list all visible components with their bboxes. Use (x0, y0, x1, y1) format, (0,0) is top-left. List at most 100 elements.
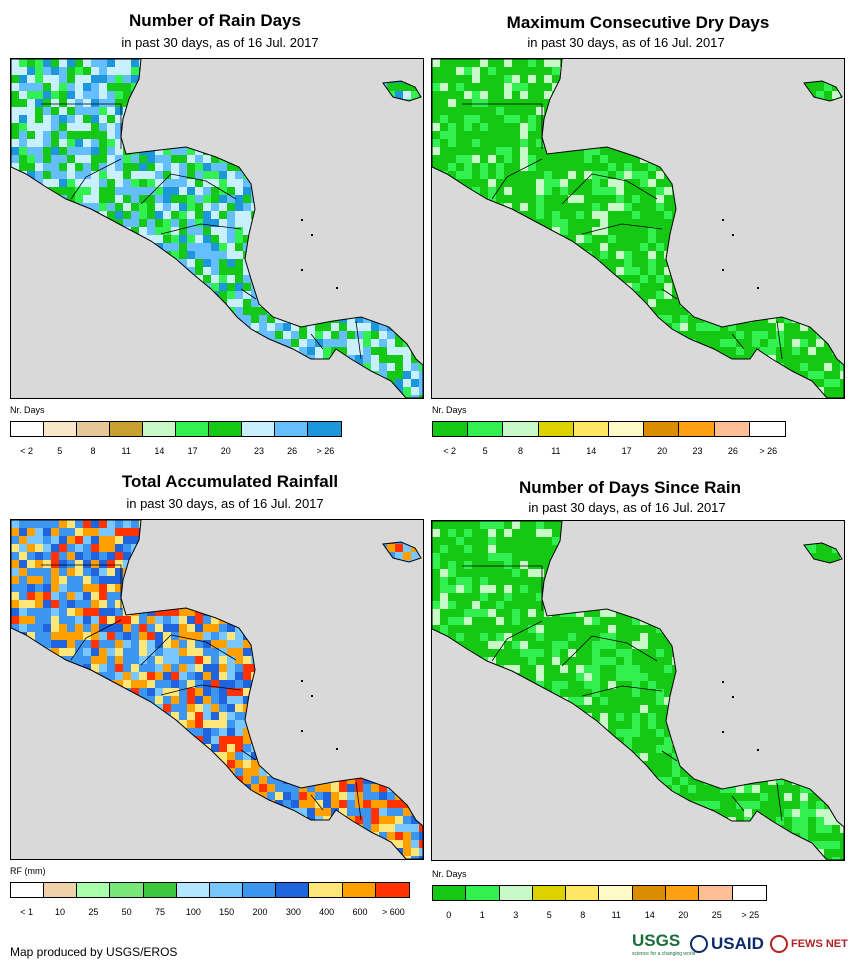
legend-label: 17 (187, 446, 198, 456)
coastline (432, 521, 844, 860)
coastline (432, 59, 844, 398)
coastline (803, 80, 843, 102)
island (301, 269, 303, 271)
coastline (11, 520, 423, 859)
island (311, 234, 313, 236)
legend-label: 17 (621, 446, 632, 456)
coastline (11, 59, 423, 398)
map-rain-days (10, 58, 424, 399)
island (722, 219, 724, 221)
legend-swatch (732, 886, 766, 900)
legend-label: < 2 (443, 446, 457, 456)
legend-3-title: RF (mm) (10, 866, 46, 876)
legend-label: 14 (154, 446, 165, 456)
legend-label: 11 (611, 910, 621, 920)
legend-4-labels: 0 1 3 5 8 11 14 20 25 > 25 (432, 910, 767, 922)
legend-label: 26 (287, 446, 298, 456)
legend-label: 5 (57, 446, 63, 456)
legend-1-labels: < 2 5 8 11 14 17 20 23 26 > 26 (10, 446, 342, 458)
panel-2-title: Maximum Consecutive Dry Days (506, 13, 770, 32)
country-borders (462, 565, 783, 822)
legend-label: 14 (644, 910, 655, 920)
legend-1-bar (10, 421, 342, 437)
legend-swatch (110, 883, 144, 897)
land-cells (432, 59, 844, 398)
legend-swatch (110, 422, 143, 436)
legend-label: 75 (154, 907, 166, 917)
legend-swatch (468, 422, 504, 436)
legend-2-labels: < 2 5 8 11 14 17 20 23 26 > 26 (432, 446, 786, 458)
legend-label: 5 (546, 910, 552, 920)
legend-swatch (714, 422, 750, 436)
legend-swatch (632, 886, 667, 900)
legend-label: 23 (253, 446, 265, 456)
island (757, 287, 759, 289)
legend-label: 200 (252, 907, 268, 917)
legend-swatch (209, 883, 244, 897)
legend-swatch (143, 883, 177, 897)
legend-swatch (599, 886, 633, 900)
legend-swatch (749, 422, 785, 436)
fews-net-logo: FEWS NET (770, 933, 848, 955)
usgs-logo-text: USGS science for a changing world (632, 931, 696, 957)
island (757, 749, 759, 751)
country-borders (462, 103, 783, 360)
coastline (803, 542, 843, 564)
legend-label: 300 (285, 907, 301, 917)
fews-net-seal-icon (770, 935, 788, 953)
land-cells (11, 520, 423, 859)
fews-net-logo-text: FEWS NET (791, 938, 848, 950)
legend-swatch (209, 422, 242, 436)
legend-label: 14 (586, 446, 597, 456)
panel-1-title: Number of Rain Days (129, 11, 301, 30)
island (722, 731, 724, 733)
legend-swatch (666, 886, 700, 900)
legend-label: 20 (678, 910, 689, 920)
legend-swatch (433, 422, 469, 436)
legend-swatch (11, 422, 44, 436)
map-total-rainfall (10, 519, 424, 860)
map-days-since-rain-canvas (432, 521, 844, 860)
island (722, 269, 724, 271)
island (336, 748, 338, 750)
map-total-rainfall-canvas (11, 520, 423, 859)
country-borders (41, 103, 362, 360)
island (732, 696, 734, 698)
legend-label: < 2 (20, 446, 33, 456)
legend-label: 8 (90, 446, 96, 456)
legend-1-title: Nr. Days (10, 405, 45, 415)
legend-swatch (644, 422, 680, 436)
legend-label: > 26 (759, 446, 778, 456)
legend-swatch (532, 886, 567, 900)
legend-swatch (44, 883, 78, 897)
usgs-logo: USGS science for a changing world (632, 931, 696, 957)
legend-swatch (679, 422, 715, 436)
legend-label: 0 (446, 910, 452, 920)
legend-swatch (503, 422, 539, 436)
island (732, 234, 734, 236)
usaid-logo: USAID (690, 933, 764, 955)
usaid-logo-text: USAID (711, 934, 764, 953)
legend-swatch (77, 883, 111, 897)
island (301, 680, 303, 682)
panel-2-subtitle: in past 30 days, as of 16 Jul. 2017 (527, 35, 725, 50)
island (301, 219, 303, 221)
legend-swatch (573, 422, 609, 436)
map-dry-days-canvas (432, 59, 844, 398)
legend-label: 25 (711, 910, 722, 920)
legend-swatch (466, 886, 500, 900)
legend-swatch (433, 886, 467, 900)
legend-label: > 600 (381, 907, 405, 917)
legend-label: 8 (517, 446, 524, 456)
legend-swatch (499, 886, 533, 900)
legend-swatch (309, 883, 343, 897)
legend-label: > 26 (316, 446, 335, 456)
legend-swatch (243, 883, 277, 897)
coastline (382, 80, 422, 102)
legend-label: > 25 (741, 910, 760, 920)
panel-4-title: Number of Days Since Rain (518, 478, 741, 497)
legend-label: 26 (727, 446, 738, 456)
panel-4-subtitle: in past 30 days, as of 16 Jul. 2017 (528, 500, 726, 515)
legend-label: 11 (121, 446, 131, 456)
legend-swatch (176, 883, 210, 897)
